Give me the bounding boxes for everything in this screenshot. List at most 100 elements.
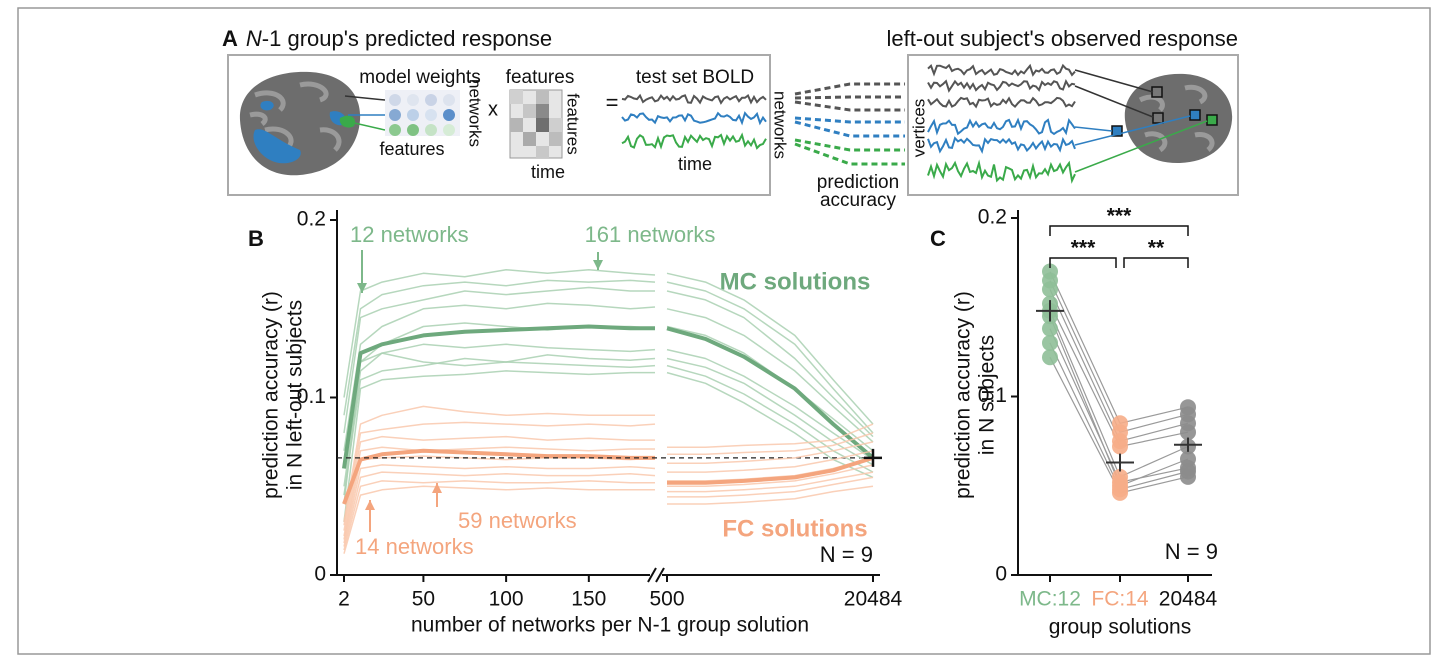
subject-line xyxy=(343,268,656,398)
subject-line xyxy=(343,302,656,451)
bold-trace xyxy=(621,132,767,150)
subject-line xyxy=(667,471,874,493)
subject-line xyxy=(667,464,874,488)
bold-trace xyxy=(927,78,1076,93)
subject-line xyxy=(667,432,874,456)
y-tick-label: 0 xyxy=(314,563,326,586)
networks-label: networks xyxy=(466,79,485,147)
subject-line xyxy=(667,476,874,498)
subject-line xyxy=(343,485,655,554)
significance-bracket xyxy=(1123,257,1189,268)
weights-grid xyxy=(385,90,460,136)
significance-label: *** xyxy=(1071,237,1096,260)
subject-line xyxy=(666,371,874,479)
annotation: N = 9 xyxy=(1165,539,1218,564)
y-axis-label: in N subjects xyxy=(976,335,999,455)
time-label: time xyxy=(678,154,712,174)
brain-left xyxy=(239,71,386,176)
subject-line xyxy=(666,364,874,473)
reference-marker xyxy=(864,448,882,467)
networks-label: networks xyxy=(771,91,790,159)
subject-line xyxy=(343,405,655,522)
bold-trace xyxy=(927,96,1076,109)
annotation: MC solutions xyxy=(720,268,871,295)
bold-trace xyxy=(927,136,1076,155)
arrow-head xyxy=(432,483,442,493)
y-tick-label: 0.1 xyxy=(297,385,326,408)
subject-line xyxy=(343,435,655,531)
subject-line xyxy=(666,308,874,443)
mean-line xyxy=(666,326,875,460)
subject-line xyxy=(667,485,874,505)
subject-point xyxy=(1042,281,1058,298)
accuracy-label: prediction xyxy=(817,172,899,193)
annotation: FC solutions xyxy=(722,515,867,542)
subject-line xyxy=(343,352,656,505)
subject-line xyxy=(343,279,656,416)
y-tick-label: 0.2 xyxy=(978,206,1007,229)
bold-trace xyxy=(927,117,1076,136)
bold-trace xyxy=(621,111,767,126)
significance-bracket xyxy=(1049,225,1189,236)
title-italic: N xyxy=(246,26,262,51)
subject-line xyxy=(343,286,655,434)
x-tick-label: 100 xyxy=(489,588,524,611)
x-tick-label: 50 xyxy=(412,588,435,611)
x-tick-label: MC:12 xyxy=(1019,588,1081,611)
subject-line xyxy=(667,423,874,448)
annotation: 161 networks xyxy=(585,222,716,247)
subject-line xyxy=(666,281,874,434)
brain-right xyxy=(1074,69,1233,173)
features-matrix xyxy=(509,89,563,159)
x-tick-label: 500 xyxy=(649,588,684,611)
right-box xyxy=(907,54,1239,196)
x-tick-label: 2 xyxy=(338,588,350,611)
x-axis-label: number of networks per N-1 group solutio… xyxy=(411,614,809,637)
times-sign: x xyxy=(488,98,498,120)
title-rest: -1 group's predicted response xyxy=(262,26,552,51)
features-side-label: features xyxy=(564,93,583,154)
subject-line xyxy=(667,441,874,464)
panel-label: A xyxy=(222,26,238,51)
subject-line xyxy=(667,450,874,473)
annotation: N = 9 xyxy=(820,542,873,567)
significance-label: ** xyxy=(1148,237,1165,260)
time-label: time xyxy=(531,162,565,182)
subject-line xyxy=(343,446,655,537)
subject-line xyxy=(343,480,655,551)
y-tick-label: 0.1 xyxy=(978,384,1007,407)
mean-line xyxy=(342,448,655,505)
y-axis-label: prediction accuracy (r) xyxy=(952,291,975,499)
mean-line xyxy=(342,324,655,469)
panel-label: C xyxy=(930,226,946,251)
subject-line xyxy=(666,357,874,466)
pair-line xyxy=(1049,271,1189,424)
subject-line xyxy=(343,421,656,526)
arrow-head xyxy=(357,283,367,293)
features-label: features xyxy=(379,139,444,159)
subject-line xyxy=(343,464,656,544)
y-tick-label: 0.2 xyxy=(297,208,326,231)
subject-point xyxy=(1112,484,1128,501)
dashed-connectors xyxy=(794,82,905,166)
y-axis-label: prediction accuracy (r) xyxy=(260,291,283,499)
right-title: left-out subject's observed response xyxy=(886,26,1238,51)
vertices-label: vertices xyxy=(909,99,928,158)
significance-label: *** xyxy=(1107,205,1132,228)
x-tick-label: 20484 xyxy=(1159,588,1218,611)
subject-line xyxy=(666,290,874,438)
arrow-head xyxy=(593,260,603,270)
accuracy-label: accuracy xyxy=(820,190,897,211)
left-box xyxy=(227,54,771,196)
equals-sign: = xyxy=(606,90,619,115)
subject-point xyxy=(1112,438,1128,455)
subject-point xyxy=(1042,320,1058,337)
features-top-label: features xyxy=(506,67,575,88)
subject-line xyxy=(343,343,656,487)
subject-line xyxy=(343,370,655,522)
x-tick-label: 150 xyxy=(571,588,606,611)
subject-point xyxy=(1180,468,1196,485)
y-tick-label: 0 xyxy=(995,563,1007,586)
bold-trace xyxy=(927,159,1076,184)
